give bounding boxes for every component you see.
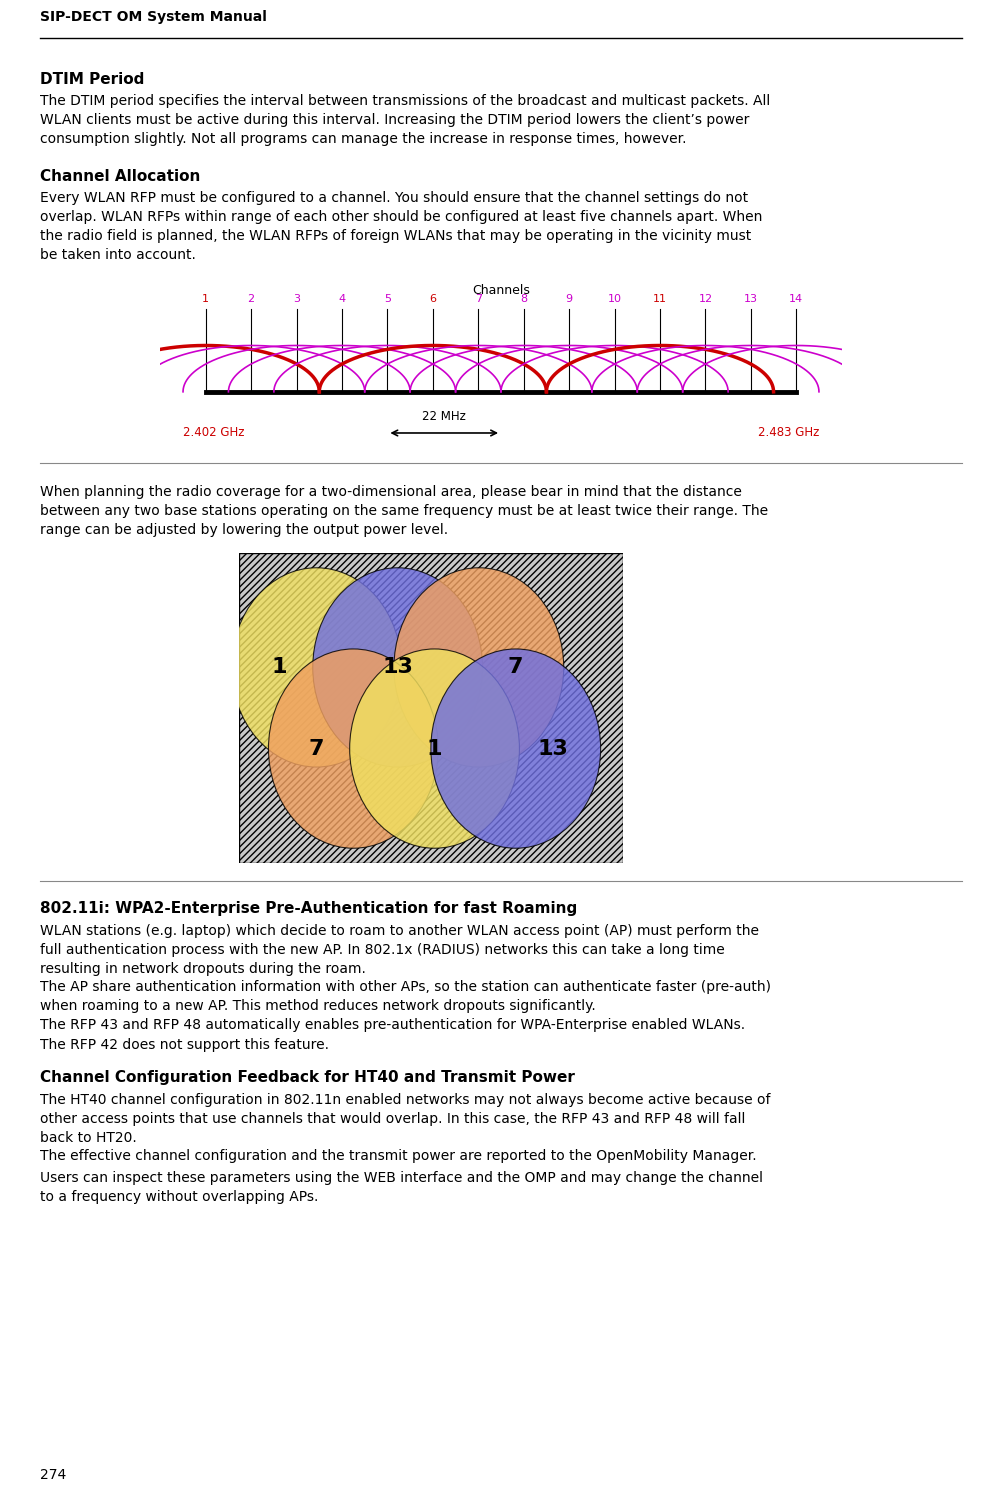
Text: Users can inspect these parameters using the WEB interface and the OMP and may c: Users can inspect these parameters using… [40, 1171, 764, 1204]
Text: The effective channel configuration and the transmit power are reported to the O: The effective channel configuration and … [40, 1149, 757, 1162]
Text: Channel Configuration Feedback for HT40 and Transmit Power: Channel Configuration Feedback for HT40 … [40, 1070, 575, 1085]
Text: Channels: Channels [472, 283, 530, 297]
Text: 13: 13 [537, 739, 568, 758]
Text: 7: 7 [508, 658, 523, 677]
Text: The AP share authentication information with other APs, so the station can authe: The AP share authentication information … [40, 980, 772, 1013]
Text: 22 MHz: 22 MHz [422, 410, 466, 422]
Text: 8: 8 [520, 294, 527, 304]
Text: 274: 274 [40, 1468, 66, 1482]
Text: 7: 7 [475, 294, 482, 304]
Text: The RFP 43 and RFP 48 automatically enables pre-authentication for WPA-Enterpris: The RFP 43 and RFP 48 automatically enab… [40, 1018, 745, 1032]
Ellipse shape [231, 568, 402, 767]
Ellipse shape [313, 568, 483, 767]
Text: 2.402 GHz: 2.402 GHz [183, 427, 244, 440]
Text: Channel Allocation: Channel Allocation [40, 169, 200, 184]
Text: 802.11i: WPA2-Enterprise Pre-Authentication for fast Roaming: 802.11i: WPA2-Enterprise Pre-Authenticat… [40, 901, 577, 916]
Text: The HT40 channel configuration in 802.11n enabled networks may not always become: The HT40 channel configuration in 802.11… [40, 1094, 771, 1144]
Text: 13: 13 [743, 294, 758, 304]
Text: 6: 6 [430, 294, 436, 304]
Ellipse shape [269, 649, 438, 849]
Text: 10: 10 [607, 294, 621, 304]
Text: 1: 1 [427, 739, 442, 758]
Text: 2.483 GHz: 2.483 GHz [758, 427, 819, 440]
Ellipse shape [431, 649, 600, 849]
Text: 5: 5 [384, 294, 391, 304]
Ellipse shape [394, 568, 564, 767]
Text: DTIM Period: DTIM Period [40, 72, 144, 87]
Text: 2: 2 [247, 294, 255, 304]
Text: 13: 13 [382, 658, 413, 677]
Text: Every WLAN RFP must be configured to a channel. You should ensure that the chann: Every WLAN RFP must be configured to a c… [40, 191, 763, 263]
Text: 3: 3 [294, 294, 300, 304]
Text: SIP-DECT OM System Manual: SIP-DECT OM System Manual [40, 10, 267, 24]
Text: 9: 9 [565, 294, 573, 304]
Text: 12: 12 [698, 294, 712, 304]
Ellipse shape [350, 649, 519, 849]
Text: WLAN stations (e.g. laptop) which decide to roam to another WLAN access point (A: WLAN stations (e.g. laptop) which decide… [40, 924, 760, 976]
Text: 14: 14 [790, 294, 804, 304]
Text: 1: 1 [272, 658, 288, 677]
Text: The RFP 42 does not support this feature.: The RFP 42 does not support this feature… [40, 1038, 329, 1052]
Text: 7: 7 [309, 739, 325, 758]
Text: 1: 1 [202, 294, 209, 304]
Text: 4: 4 [339, 294, 346, 304]
Text: The DTIM period specifies the interval between transmissions of the broadcast an: The DTIM period specifies the interval b… [40, 94, 771, 146]
Text: 11: 11 [653, 294, 667, 304]
Text: When planning the radio coverage for a two-dimensional area, please bear in mind: When planning the radio coverage for a t… [40, 485, 769, 537]
